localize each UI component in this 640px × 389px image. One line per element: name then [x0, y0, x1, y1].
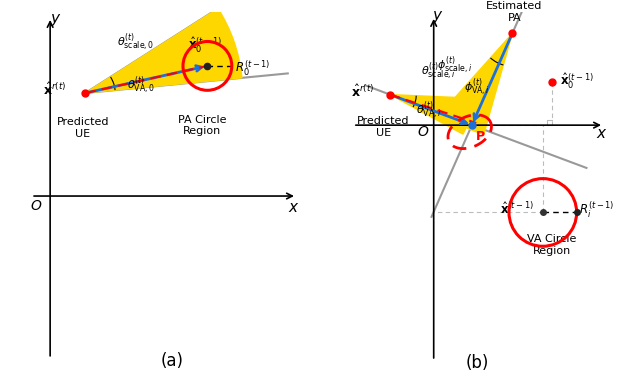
Text: $\hat{\mathbf{x}}^{r(t)}$: $\hat{\mathbf{x}}^{r(t)}$ — [43, 82, 67, 98]
Wedge shape — [390, 95, 473, 134]
Text: VA Circle
Region: VA Circle Region — [527, 234, 576, 256]
Text: $R^{(t-1)}_0$: $R^{(t-1)}_0$ — [234, 59, 270, 78]
Text: $\phi^{(t)}_{\mathrm{VA},i}$: $\phi^{(t)}_{\mathrm{VA},i}$ — [465, 77, 490, 99]
Text: $\phi^{(t)}_{\mathrm{scale},i}$: $\phi^{(t)}_{\mathrm{scale},i}$ — [438, 55, 473, 77]
Text: $x$: $x$ — [289, 200, 300, 215]
Text: $\theta^{(t)}_{\mathrm{VA},i}$: $\theta^{(t)}_{\mathrm{VA},i}$ — [416, 100, 442, 122]
Wedge shape — [442, 33, 512, 134]
Text: $\theta^{(t)}_{\mathrm{scale},0}$: $\theta^{(t)}_{\mathrm{scale},0}$ — [116, 32, 154, 54]
Text: Estimated
PA: Estimated PA — [486, 1, 543, 23]
Text: P: P — [476, 130, 485, 142]
Text: $O$: $O$ — [417, 125, 429, 139]
Text: Predicted
UE: Predicted UE — [56, 117, 109, 139]
Text: PA Circle
Region: PA Circle Region — [178, 115, 226, 136]
Text: (b): (b) — [466, 354, 489, 372]
Text: $x$: $x$ — [596, 126, 607, 141]
Text: $\hat{\mathbf{x}}^{(t-1)}_0$: $\hat{\mathbf{x}}^{(t-1)}_0$ — [560, 72, 595, 91]
Text: $\hat{\mathbf{x}}^{(t-1)}_i$: $\hat{\mathbf{x}}^{(t-1)}_i$ — [500, 200, 534, 220]
Text: $O$: $O$ — [31, 199, 43, 212]
Text: (a): (a) — [161, 352, 184, 370]
Text: $R^{(t-1)}_i$: $R^{(t-1)}_i$ — [579, 200, 614, 220]
Text: $\theta^{(t)}_{\mathrm{VA},0}$: $\theta^{(t)}_{\mathrm{VA},0}$ — [127, 75, 156, 97]
Text: Predicted
UE: Predicted UE — [357, 116, 410, 138]
Text: $\hat{\mathbf{x}}^{(t-1)}_0$: $\hat{\mathbf{x}}^{(t-1)}_0$ — [188, 35, 221, 55]
Text: $y$: $y$ — [432, 9, 444, 25]
Text: $\hat{\mathbf{x}}^{r(t)}$: $\hat{\mathbf{x}}^{r(t)}$ — [351, 84, 375, 100]
Wedge shape — [85, 9, 242, 93]
Text: $y$: $y$ — [50, 12, 61, 28]
Text: $\theta^{(t)}_{\mathrm{scale},i}$: $\theta^{(t)}_{\mathrm{scale},i}$ — [420, 61, 456, 82]
